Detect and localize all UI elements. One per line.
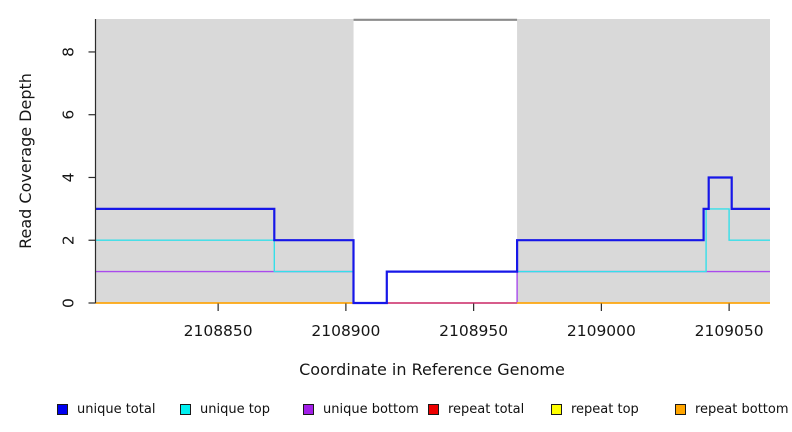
y-axis-title: Read Coverage Depth xyxy=(16,73,35,249)
x-tick-label: 2108900 xyxy=(311,322,380,340)
x-tick-label: 2109000 xyxy=(567,322,636,340)
x-tick-label: 2109050 xyxy=(695,322,764,340)
series-lines xyxy=(95,176,770,305)
series-line-unique-total xyxy=(95,176,770,305)
y-tick-label: 8 xyxy=(60,47,78,57)
y-tick-label: 4 xyxy=(60,173,78,183)
y-axis: 0 2 4 6 8 xyxy=(60,19,97,308)
unique-region-right xyxy=(517,19,770,303)
x-tick-label: 2108950 xyxy=(439,322,508,340)
y-tick-label: 6 xyxy=(60,110,78,120)
x-tick-label: 2108850 xyxy=(184,322,253,340)
y-tick-label: 0 xyxy=(60,298,78,308)
x-axis: 2108850 2108900 2108950 2109000 2109050 xyxy=(184,303,764,340)
y-tick-label: 2 xyxy=(60,235,78,245)
plot-regions xyxy=(95,18,770,303)
x-axis-title: Coordinate in Reference Genome xyxy=(299,360,565,379)
unique-region-left xyxy=(95,19,354,303)
